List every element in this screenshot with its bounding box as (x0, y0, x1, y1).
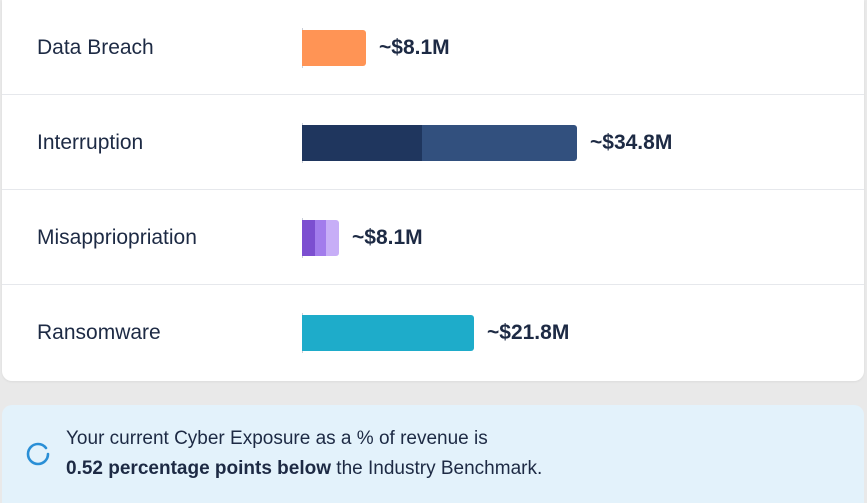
bar-area: ~$8.1M (302, 0, 450, 95)
loading-ring-icon (26, 442, 50, 466)
exposure-bar (302, 219, 339, 256)
exposure-row-interruption: Interruption ~$34.8M (2, 95, 864, 190)
bar-area: ~$34.8M (302, 95, 672, 190)
row-label: Interruption (37, 131, 144, 154)
exposure-row-data-breach: Data Breach ~$8.1M (2, 0, 864, 95)
exposure-bar (302, 29, 366, 66)
benchmark-message: Your current Cyber Exposure as a % of re… (66, 424, 542, 484)
bar-segment (302, 29, 366, 66)
exposure-bar (302, 124, 577, 161)
bar-area: ~$21.8M (302, 285, 569, 380)
exposure-breakdown-card: Data Breach ~$8.1M Interruption ~$34.8M … (2, 0, 864, 381)
bar-value-label: ~$21.8M (487, 320, 570, 344)
exposure-row-misappropriation: Misappriopriation ~$8.1M (2, 190, 864, 285)
benchmark-line-2-rest: the Industry Benchmark. (331, 458, 543, 479)
bar-segment (302, 219, 315, 256)
bar-segment (325, 219, 339, 256)
benchmark-banner: Your current Cyber Exposure as a % of re… (2, 405, 864, 503)
bar-value-label: ~$8.1M (379, 35, 450, 59)
row-label: Misappriopriation (37, 226, 197, 249)
row-label: Data Breach (37, 36, 154, 59)
bar-value-label: ~$8.1M (352, 225, 423, 249)
benchmark-line-2: 0.52 percentage points below the Industr… (66, 454, 542, 484)
benchmark-line-1: Your current Cyber Exposure as a % of re… (66, 428, 488, 449)
bar-segment (302, 124, 422, 161)
bar-segment (314, 219, 326, 256)
exposure-row-ransomware: Ransomware ~$21.8M (2, 285, 864, 380)
bar-segment (302, 314, 474, 351)
benchmark-emphasis: 0.52 percentage points below (66, 458, 332, 479)
row-label: Ransomware (37, 321, 161, 344)
bar-segment (421, 124, 577, 161)
bar-area: ~$8.1M (302, 190, 423, 285)
bar-value-label: ~$34.8M (590, 130, 673, 154)
exposure-bar (302, 314, 474, 351)
